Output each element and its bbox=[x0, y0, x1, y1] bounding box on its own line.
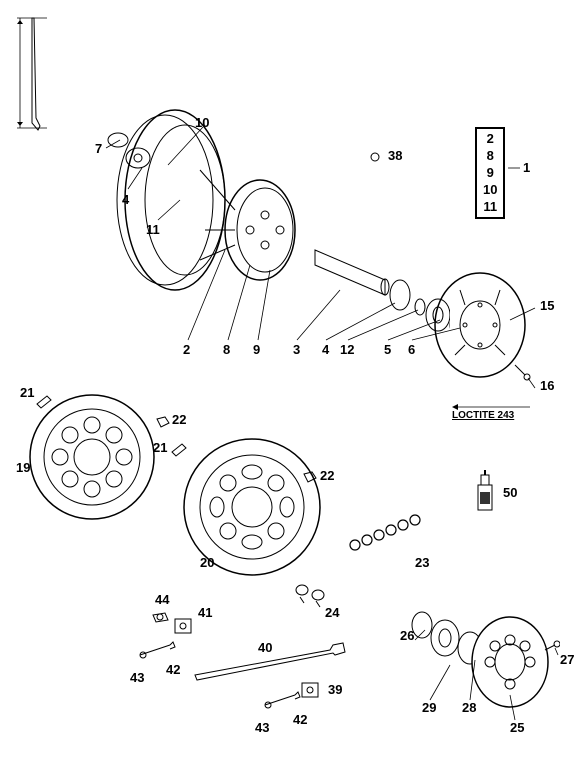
label-41: 41 bbox=[198, 605, 212, 620]
reference-box: 2 8 9 10 11 bbox=[475, 127, 505, 219]
label-28: 28 bbox=[462, 700, 476, 715]
box-item: 2 bbox=[483, 131, 497, 148]
label-29: 29 bbox=[422, 700, 436, 715]
chain bbox=[345, 510, 435, 560]
box-item: 11 bbox=[483, 199, 497, 216]
label-3: 3 bbox=[293, 342, 300, 357]
label-50: 50 bbox=[503, 485, 517, 500]
label-23: 23 bbox=[415, 555, 429, 570]
label-39: 39 bbox=[328, 682, 342, 697]
bolt-21a bbox=[35, 392, 55, 410]
loctite-annotation: LOCTITE 243 bbox=[452, 410, 514, 421]
box-item: 9 bbox=[483, 165, 497, 182]
label-2: 2 bbox=[183, 342, 190, 357]
label-20: 20 bbox=[200, 555, 214, 570]
label-19: 19 bbox=[16, 460, 30, 475]
nut-22b bbox=[302, 470, 318, 484]
label-21a: 21 bbox=[20, 385, 34, 400]
label-8: 8 bbox=[223, 342, 230, 357]
loctite-bottle bbox=[474, 470, 496, 515]
label-4b: 4 bbox=[322, 342, 329, 357]
label-43b: 43 bbox=[255, 720, 269, 735]
bolt-21b bbox=[170, 440, 190, 458]
label-22a: 22 bbox=[172, 412, 186, 427]
label-5: 5 bbox=[384, 342, 391, 357]
label-16: 16 bbox=[540, 378, 554, 393]
wheel-hub-assembly bbox=[90, 100, 450, 370]
box-item: 10 bbox=[483, 182, 497, 199]
label-12: 12 bbox=[340, 342, 354, 357]
label-25: 25 bbox=[510, 720, 524, 735]
nut-22a bbox=[155, 415, 171, 429]
label-42b: 42 bbox=[293, 712, 307, 727]
small-fastener-38 bbox=[370, 150, 384, 164]
label-6: 6 bbox=[408, 342, 415, 357]
label-7: 7 bbox=[95, 141, 102, 156]
brake-disc bbox=[430, 270, 540, 390]
box-item: 8 bbox=[483, 148, 497, 165]
label-11: 11 bbox=[146, 222, 160, 237]
label-40: 40 bbox=[258, 640, 272, 655]
label-44: 44 bbox=[155, 592, 169, 607]
label-22b: 22 bbox=[320, 468, 334, 483]
label-21b: 21 bbox=[153, 440, 167, 455]
label-26: 26 bbox=[400, 628, 414, 643]
label-42a: 42 bbox=[166, 662, 180, 677]
spoke-drawing bbox=[12, 8, 62, 138]
label-24: 24 bbox=[325, 605, 339, 620]
label-43a: 43 bbox=[130, 670, 144, 685]
label-15: 15 bbox=[540, 298, 554, 313]
label-9: 9 bbox=[253, 342, 260, 357]
label-10: 10 bbox=[195, 115, 209, 130]
label-4a: 4 bbox=[122, 192, 129, 207]
label-38: 38 bbox=[388, 148, 402, 163]
label-27: 27 bbox=[560, 652, 574, 667]
label-1: 1 bbox=[523, 160, 530, 175]
sprocket-20 bbox=[175, 430, 330, 585]
